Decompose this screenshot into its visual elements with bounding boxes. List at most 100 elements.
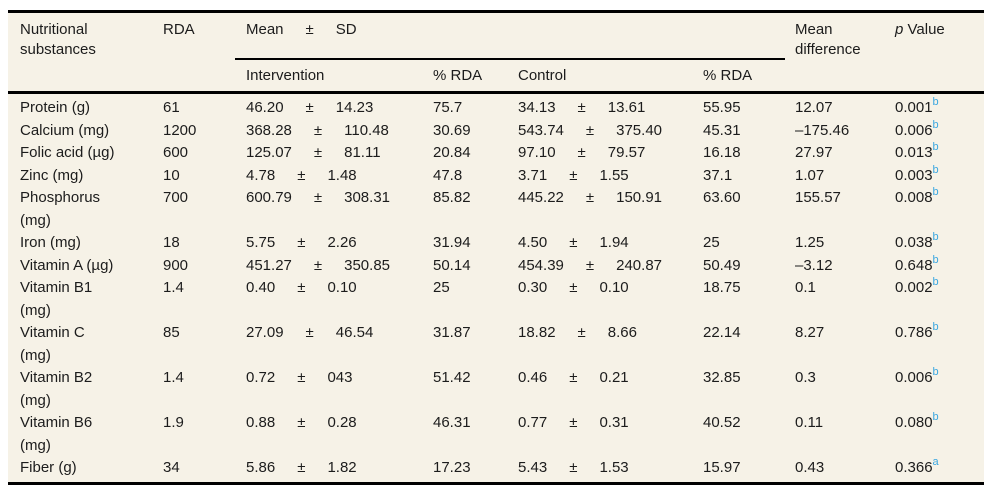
sd-label: SD [335, 21, 357, 38]
plus-minus-sign: ± [585, 189, 595, 206]
intervention-sd: 308.31 [344, 189, 391, 206]
intervention-mean-sd-cell: 5.86 ± 1.82 [246, 457, 433, 480]
plus-minus-sign: ± [569, 459, 578, 476]
plus-minus-sign: ± [305, 324, 314, 341]
mean-difference-cell: 0.43 [795, 459, 825, 476]
intervention-mean-sd-cell: 451.27 ± 350.85 [246, 255, 433, 278]
col-header-control: Control [518, 67, 567, 84]
mean-difference-cell: –175.46 [795, 121, 850, 139]
plus-minus-sign: ± [569, 279, 578, 296]
table-row: Vitamin B2 (mg) 1.4 0.72 ± 043 51.42 0.4… [8, 367, 984, 412]
substance-cell: Phosphorus (mg) [20, 189, 101, 229]
p-value-number: 0.080 [895, 414, 933, 431]
table-row: Zinc (mg) 10 4.78 ± 1.48 47.8 3.71 ± 1.5… [8, 164, 984, 188]
rda-cell: 85 [163, 324, 180, 341]
intervention-pct-rda-cell: 25 [433, 279, 450, 296]
control-sd: 150.91 [616, 189, 663, 206]
p-value-superscript: b [932, 411, 939, 423]
intervention-sd: 81.11 [344, 144, 381, 161]
intervention-pct-rda-cell: 17.23 [433, 459, 471, 476]
control-mean-sd-cell: 0.30 ± 0.10 [518, 277, 703, 322]
substance-cell: Vitamin B6 (mg) [20, 414, 93, 454]
p-value-superscript: b [932, 231, 939, 243]
control-pct-rda-cell: 40.52 [703, 414, 741, 431]
p-value-number: 0.013 [895, 144, 933, 161]
col-header-pct-rda-control: % RDA [703, 67, 753, 84]
col-header-rda: RDA [163, 21, 195, 38]
plus-minus-sign: ± [297, 459, 306, 476]
intervention-mean-sd-cell: 46.20 ± 14.23 [246, 97, 433, 120]
intervention-sd: 350.85 [344, 256, 391, 274]
plus-minus-sign: ± [313, 256, 323, 274]
rda-cell: 61 [163, 99, 180, 116]
control-mean-sd-cell: 0.77 ± 0.31 [518, 412, 703, 457]
p-value-number: 0.003 [895, 166, 933, 184]
intervention-mean: 27.09 [246, 324, 284, 341]
intervention-mean-sd-cell: 0.40 ± 0.10 [246, 277, 433, 322]
p-value-cell: 0.006b [895, 119, 976, 143]
table-row: Folic acid (µg) 600 125.07 ± 81.11 20.84… [8, 142, 984, 165]
col-header-mean-sd: Mean ± SD [235, 13, 785, 60]
plus-minus-sign: ± [297, 166, 306, 184]
control-mean-sd-cell: 34.13 ± 13.61 [518, 97, 703, 120]
intervention-mean-sd-cell: 27.09 ± 46.54 [246, 322, 433, 367]
rda-cell: 34 [163, 459, 180, 476]
substance-cell: Vitamin A (µg) [20, 256, 114, 274]
rda-cell: 600 [163, 144, 189, 161]
intervention-mean: 0.40 [246, 279, 276, 296]
substance-cell: Vitamin B1 (mg) [20, 279, 93, 319]
intervention-pct-rda-cell: 31.94 [433, 234, 471, 251]
control-mean: 0.46 [518, 369, 548, 386]
p-value-number: 0.366 [895, 459, 933, 476]
intervention-mean: 125.07 [246, 144, 292, 161]
control-pct-rda-cell: 16.18 [703, 144, 741, 161]
mean-difference-cell: 12.07 [795, 99, 833, 116]
p-value-superscript: b [932, 366, 939, 378]
p-value-word: Value [903, 21, 945, 38]
p-value-number: 0.006 [895, 121, 933, 139]
intervention-mean: 0.88 [246, 414, 276, 431]
intervention-sd: 0.10 [327, 279, 357, 296]
p-value-number: 0.006 [895, 369, 933, 386]
control-mean-sd-cell: 97.10 ± 79.57 [518, 142, 703, 165]
plus-minus-sign: ± [569, 369, 578, 386]
plus-minus-sign: ± [313, 121, 323, 139]
control-mean: 445.22 [518, 189, 564, 206]
substance-cell: Vitamin C (mg) [20, 324, 85, 364]
p-value-cell: 0.008b [895, 187, 976, 232]
intervention-pct-rda-cell: 51.42 [433, 369, 471, 386]
control-mean: 454.39 [518, 256, 564, 274]
plus-minus-sign: ± [577, 99, 586, 116]
rda-cell: 700 [163, 189, 189, 206]
intervention-mean-sd-cell: 5.75 ± 2.26 [246, 232, 433, 255]
plus-minus-sign: ± [577, 324, 586, 341]
intervention-pct-rda-cell: 30.69 [433, 121, 471, 139]
intervention-sd: 043 [327, 369, 353, 386]
mean-difference-cell: 0.3 [795, 369, 816, 386]
mean-label: Mean [246, 21, 284, 38]
p-value-cell: 0.366a [895, 457, 976, 480]
p-value-cell: 0.786b [895, 322, 976, 367]
plus-minus-sign: ± [297, 369, 306, 386]
control-mean-sd-cell: 445.22 ± 150.91 [518, 187, 703, 232]
col-header-pct-rda-intervention: % RDA [433, 67, 483, 84]
mean-difference-cell: 155.57 [795, 189, 841, 206]
p-value-cell: 0.006b [895, 367, 976, 412]
plus-minus-sign: ± [305, 99, 314, 116]
control-mean: 18.82 [518, 324, 556, 341]
control-mean: 4.50 [518, 234, 548, 251]
substance-cell: Iron (mg) [20, 234, 81, 251]
intervention-mean-sd-cell: 0.72 ± 043 [246, 367, 433, 412]
intervention-pct-rda-cell: 50.14 [433, 256, 471, 274]
p-value-superscript: b [932, 141, 939, 153]
intervention-pct-rda-cell: 46.31 [433, 414, 471, 431]
substance-cell: Vitamin B2 (mg) [20, 369, 93, 409]
intervention-sd: 2.26 [327, 234, 357, 251]
control-pct-rda-cell: 25 [703, 234, 720, 251]
substance-cell: Protein (g) [20, 99, 91, 116]
plus-minus-sign: ± [297, 414, 306, 431]
control-mean-sd-cell: 454.39 ± 240.87 [518, 255, 703, 278]
control-sd: 8.66 [607, 324, 637, 341]
p-value-superscript: b [932, 321, 939, 333]
control-mean-sd-cell: 5.43 ± 1.53 [518, 457, 703, 480]
